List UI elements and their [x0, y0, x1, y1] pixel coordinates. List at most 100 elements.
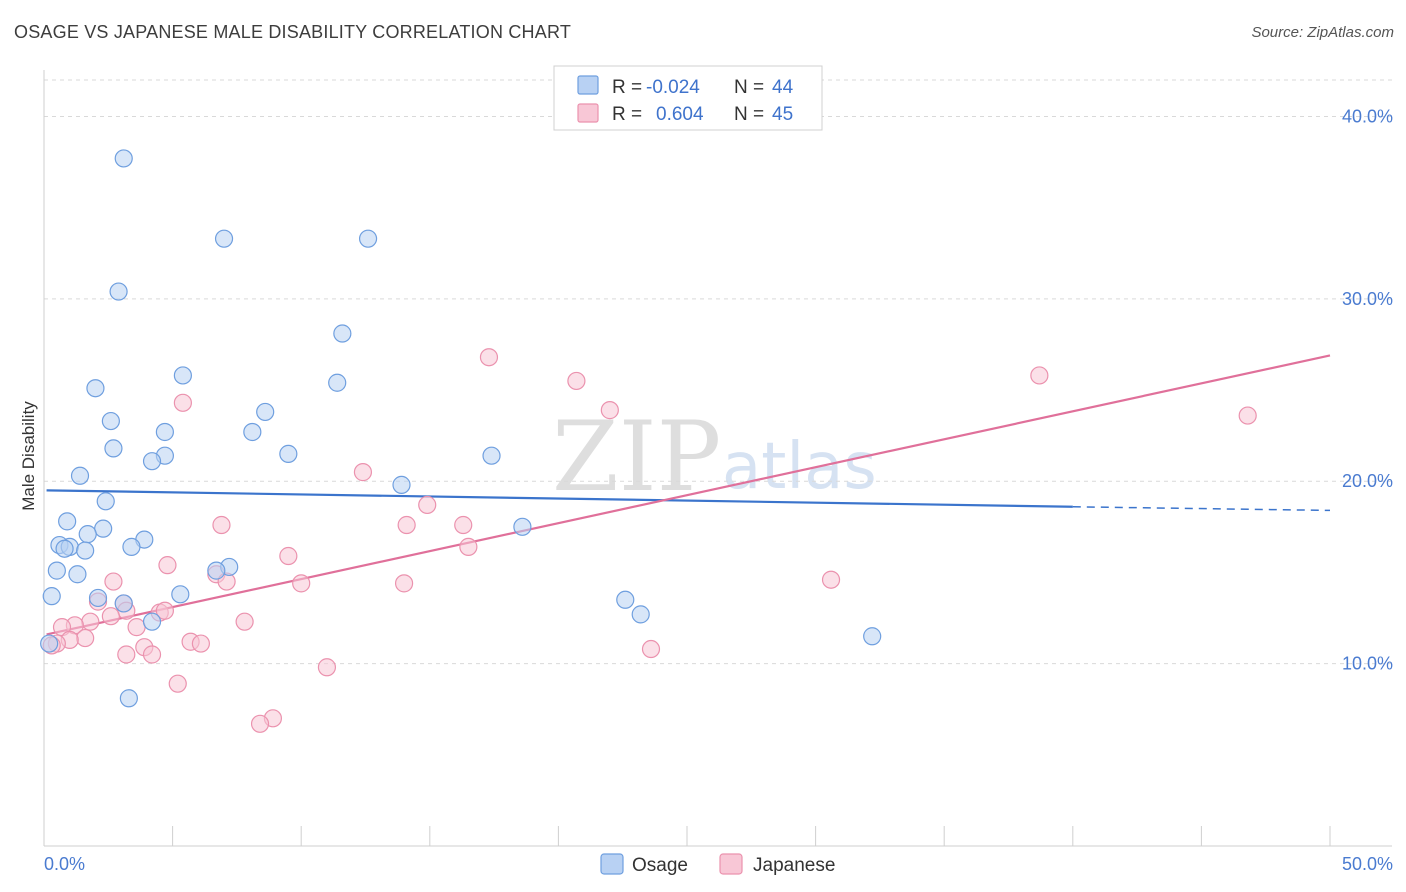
osage-point-28 [122, 537, 141, 556]
chart-title: OSAGE VS JAPANESE MALE DISABILITY CORREL… [14, 22, 572, 42]
osage-points [40, 149, 882, 708]
japanese-point-40 [641, 639, 661, 659]
japanese-point-31 [76, 628, 95, 648]
osage-point-4 [333, 324, 352, 343]
japanese-point-5 [600, 401, 619, 420]
series-legend-label-japanese: Japanese [753, 855, 835, 876]
japanese-point-16 [292, 574, 311, 593]
osage-point-7 [86, 379, 105, 398]
osage-point-12 [104, 439, 123, 458]
legend-n-value-osage: 44 [772, 77, 794, 98]
osage-point-2 [358, 229, 378, 248]
japanese-point-25 [101, 607, 120, 626]
legend-r-label-osage: R = [612, 77, 642, 98]
japanese-point-4 [173, 393, 192, 412]
japanese-point-7 [418, 495, 437, 515]
axes [43, 70, 1392, 847]
osage-point-38 [616, 590, 635, 609]
osage-point-37 [114, 594, 133, 613]
y-tick-label-10: 10.0% [1342, 654, 1393, 674]
osage-point-16 [482, 446, 501, 465]
japanese-point-3 [1238, 406, 1257, 425]
y-tick-labels: 10.0% 20.0% 30.0% 40.0% [1342, 106, 1393, 673]
osage-point-35 [88, 588, 108, 608]
osage-point-41 [863, 627, 882, 646]
osage-point-13 [279, 444, 298, 463]
osage-point-30 [47, 561, 66, 580]
japanese-point-39 [142, 645, 162, 664]
osage-trend-extension [1072, 506, 1331, 512]
watermark-zip: ZIP [552, 401, 721, 513]
correlation-legend: R = -0.024 N = 44 R = 0.604 N = 45 [553, 65, 823, 131]
x-tick-label-max: 50.0% [1342, 854, 1393, 874]
japanese-point-23 [155, 601, 174, 620]
osage-point-17 [70, 466, 90, 485]
legend-r-value-japanese: 0.604 [656, 104, 704, 125]
x-ticks [43, 826, 1331, 846]
watermark-atlas: atlas [722, 430, 877, 504]
osage-point-3 [109, 282, 128, 301]
osage-point-15 [142, 452, 162, 471]
osage-point-21 [94, 519, 113, 538]
japanese-point-19 [104, 572, 123, 591]
osage-point-1 [214, 229, 234, 248]
japanese-point-30 [127, 618, 146, 637]
japanese-point-41 [317, 658, 337, 677]
osage-point-23 [513, 517, 532, 536]
japanese-point-1 [567, 371, 586, 391]
chart-source: Source: ZipAtlas.com [1251, 24, 1394, 41]
japanese-point-36 [191, 634, 210, 653]
osage-point-10 [155, 422, 174, 442]
osage-point-43 [119, 689, 138, 708]
japanese-point-13 [158, 556, 177, 575]
y-tick-label-20: 20.0% [1342, 471, 1393, 491]
series-legend-swatch-osage [600, 853, 624, 875]
osage-point-42 [40, 634, 59, 653]
series-legend-label-osage: Osage [632, 855, 688, 876]
watermark: ZIP atlas [552, 401, 877, 513]
japanese-points [42, 348, 1257, 733]
series-legend-swatch-japanese [719, 853, 743, 875]
y-tick-label-40: 40.0% [1342, 106, 1393, 126]
osage-point-18 [392, 475, 411, 494]
japanese-point-12 [279, 546, 298, 566]
japanese-point-29 [235, 612, 254, 631]
trend-lines [46, 354, 1331, 636]
legend-r-label-japanese: R = [612, 104, 642, 125]
osage-point-39 [631, 605, 650, 624]
legend-n-value-japanese: 45 [772, 104, 793, 125]
japanese-point-17 [394, 574, 414, 593]
japanese-point-26 [81, 612, 100, 631]
legend-n-label-japanese: N = [734, 104, 764, 125]
osage-point-8 [256, 402, 275, 422]
osage-point-19 [96, 492, 115, 511]
legend-swatch-osage [577, 75, 599, 95]
japanese-point-0 [479, 348, 499, 367]
osage-trend-line [46, 489, 1073, 508]
osage-point-20 [58, 512, 77, 531]
legend-frame [553, 65, 823, 131]
japanese-point-38 [117, 645, 136, 664]
osage-point-33 [207, 561, 226, 580]
x-tick-label-min: 0.0% [44, 854, 85, 874]
japanese-point-6 [353, 463, 373, 482]
grid-lines [44, 79, 1392, 665]
osage-point-31 [68, 565, 87, 584]
osage-point-27 [55, 539, 74, 558]
japanese-point-42 [168, 674, 187, 693]
legend-n-label-osage: N = [734, 77, 764, 98]
japanese-point-44 [250, 714, 270, 733]
japanese-point-10 [454, 515, 473, 535]
japanese-point-8 [212, 515, 231, 535]
japanese-trend-line [46, 354, 1331, 636]
osage-point-11 [243, 422, 262, 442]
osage-point-9 [101, 411, 120, 431]
osage-point-6 [328, 373, 347, 392]
y-tick-label-30: 30.0% [1342, 289, 1393, 309]
osage-point-5 [173, 366, 192, 385]
osage-point-22 [78, 525, 97, 544]
japanese-point-18 [821, 570, 841, 589]
legend-r-value-osage: -0.024 [646, 77, 700, 98]
legend-swatch-japanese [577, 103, 599, 123]
